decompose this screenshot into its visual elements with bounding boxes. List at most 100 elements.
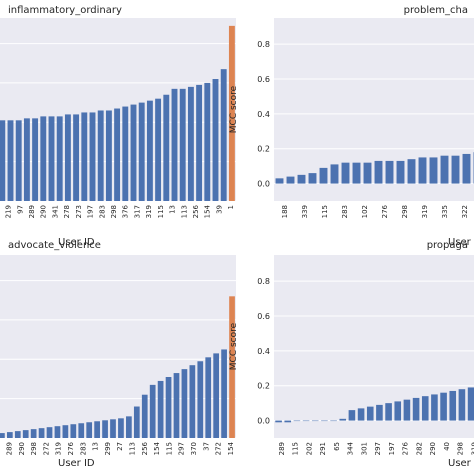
bar <box>321 420 328 422</box>
bar <box>341 162 350 184</box>
bar <box>165 377 172 438</box>
x-tick-label: 97 <box>16 205 24 214</box>
x-tick-label: 276 <box>381 204 389 218</box>
bar <box>94 421 100 438</box>
y-tick-label: 0.0 <box>257 417 270 426</box>
x-axis-label: User ID <box>58 237 95 248</box>
bar <box>197 361 204 438</box>
bar <box>40 116 47 201</box>
x-tick-label: 299 <box>104 442 112 455</box>
bar <box>229 296 235 438</box>
x-tick-label: 317 <box>133 205 141 218</box>
bar <box>275 178 284 184</box>
bar <box>30 429 37 438</box>
bar <box>7 120 14 201</box>
y-tick-label: 0.6 <box>257 75 270 84</box>
x-tick-label: 298 <box>457 442 465 455</box>
x-tick-label: 272 <box>42 442 50 455</box>
x-tick-label: 297 <box>374 442 382 455</box>
bar <box>38 428 45 438</box>
y-tick-label: 0.2 <box>257 382 270 391</box>
bar <box>293 420 301 422</box>
x-tick-label: 154 <box>204 204 212 218</box>
bar <box>133 406 140 438</box>
bar <box>467 387 474 421</box>
x-tick-label: 291 <box>319 442 327 455</box>
bar <box>363 162 372 184</box>
panel-problem-cha: 0.0 0.2 0.4 0.6 0.8 188 339 115 283 102 276 298 319 3… <box>229 5 474 248</box>
bar <box>374 160 383 184</box>
bar <box>366 406 374 421</box>
bar <box>149 384 156 438</box>
bar <box>302 420 310 422</box>
bar <box>146 100 153 201</box>
bar <box>407 159 416 184</box>
x-tick-label: 102 <box>361 205 369 218</box>
bar <box>330 420 337 422</box>
x-tick-label: 344 <box>347 441 355 455</box>
bar <box>138 102 145 201</box>
bar <box>308 173 317 184</box>
bar <box>189 365 196 438</box>
bar <box>449 390 457 421</box>
bar <box>141 394 148 438</box>
x-tick-label: 370 <box>190 442 198 455</box>
panel-propaga: 0.0 0.2 0.4 0.6 0.8 289 115 202 291 65 344 301 297 19… <box>229 240 474 469</box>
x-tick-label: 256 <box>192 204 200 218</box>
x-tick-label: 113 <box>180 205 188 218</box>
x-tick-label: 290 <box>429 442 437 455</box>
bar <box>348 410 356 421</box>
bar <box>376 404 383 421</box>
bar <box>311 420 319 422</box>
bar <box>412 397 420 421</box>
panel-title: advocate_violence <box>8 240 101 251</box>
x-tick-label: 289 <box>278 442 286 455</box>
x-axis-label: User ID <box>58 458 95 469</box>
x-tick-label: 188 <box>281 205 289 218</box>
x-tick-label: 319 <box>421 205 429 218</box>
x-tick-label: 115 <box>157 205 165 218</box>
x-tick-label: 256 <box>141 441 149 455</box>
bar <box>275 420 282 423</box>
bar <box>78 423 85 438</box>
x-tick-label: 298 <box>30 442 38 455</box>
bar <box>286 176 295 184</box>
bar <box>396 160 405 184</box>
bar <box>418 157 427 184</box>
bar <box>157 380 164 438</box>
x-tick-label: 290 <box>18 442 26 455</box>
plot-area <box>0 255 236 438</box>
x-tick-label: 319 <box>470 442 474 455</box>
bar <box>102 420 108 438</box>
panel-advocate-violence: 37 289 290 298 272 319 276 283 13 299 27 113 256 154 1… <box>0 240 236 469</box>
x-tick-label: 283 <box>98 205 106 218</box>
panel-title: propaga <box>427 240 468 251</box>
x-tick-label: 319 <box>145 205 153 218</box>
x-tick-label: 301 <box>360 442 368 455</box>
x-tick-label: 219 <box>5 205 13 218</box>
x-tick-label: 154 <box>227 441 235 455</box>
x-tick-label: 115 <box>165 442 173 455</box>
bar <box>0 120 6 201</box>
y-tick-label: 0.8 <box>257 277 270 286</box>
y-tick-label: 0.2 <box>257 145 270 154</box>
x-tick-label: 37 <box>0 442 1 451</box>
bar <box>297 174 306 184</box>
bar <box>70 424 77 438</box>
bar <box>22 430 29 438</box>
x-axis-label: User <box>448 458 472 469</box>
bar <box>48 116 55 201</box>
x-tick-label: 298 <box>110 205 118 218</box>
bar <box>440 392 447 421</box>
bar <box>73 114 80 201</box>
bar <box>352 162 361 184</box>
bar <box>421 396 429 421</box>
y-axis-label: MCC score <box>229 85 239 133</box>
bar <box>6 432 13 438</box>
bar <box>110 419 116 438</box>
x-tick-label: 283 <box>341 205 349 218</box>
bar <box>64 114 71 201</box>
x-tick-label: 278 <box>63 205 71 218</box>
